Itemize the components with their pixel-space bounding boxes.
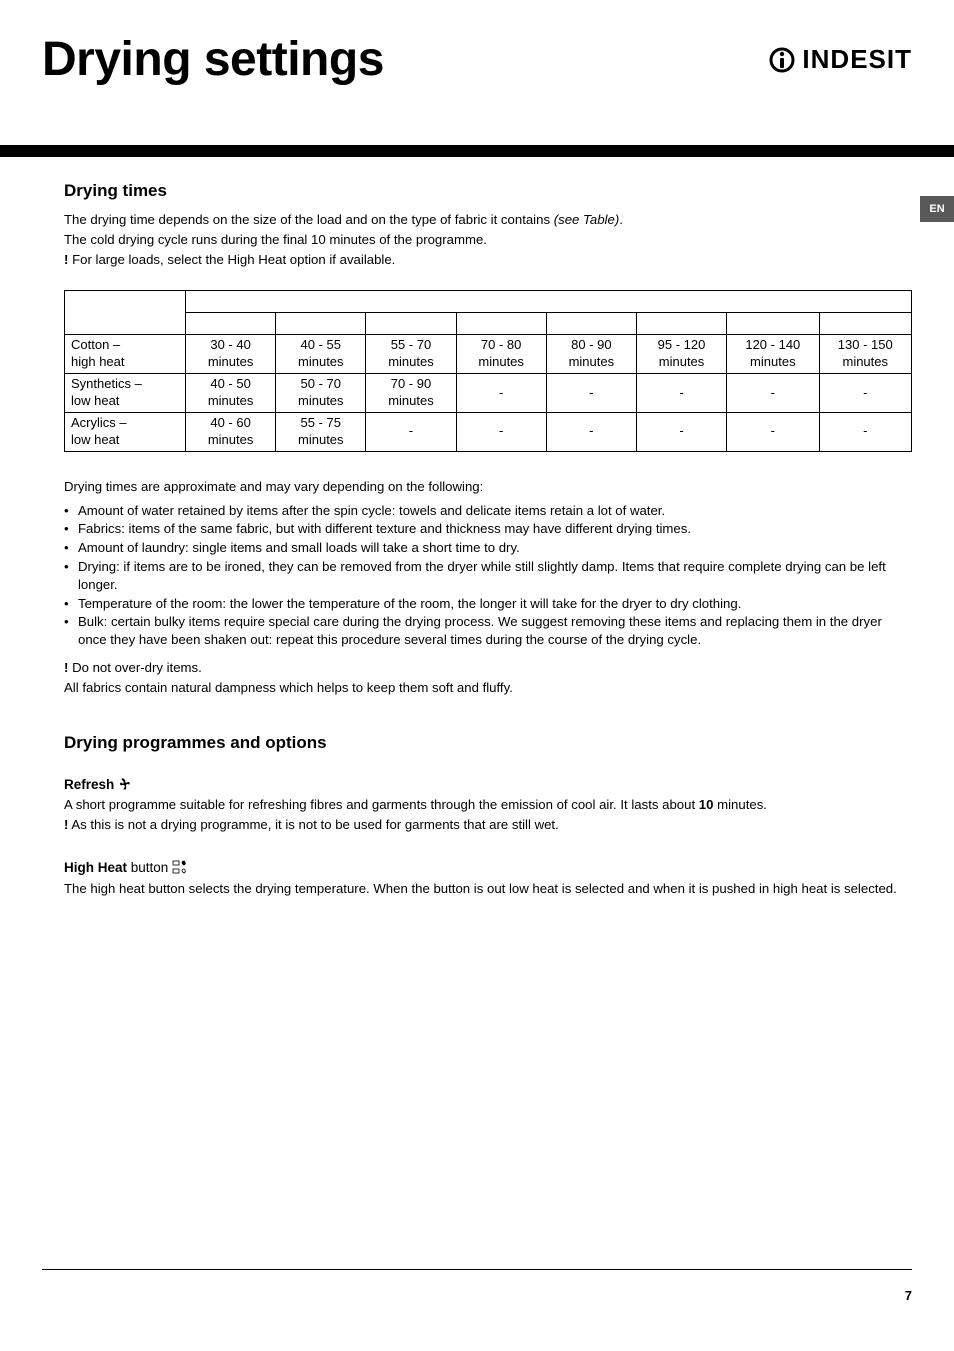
drying-times-heading: Drying times bbox=[64, 181, 912, 201]
after-table-intro: Drying times are approximate and may var… bbox=[64, 478, 912, 496]
brand-name: INDESIT bbox=[802, 44, 912, 75]
list-item: Drying: if items are to be ironed, they … bbox=[64, 558, 912, 594]
factors-list: Amount of water retained by items after … bbox=[64, 502, 912, 650]
list-item: Temperature of the room: the lower the t… bbox=[64, 595, 912, 613]
highheat-text: The high heat button selects the drying … bbox=[64, 880, 912, 898]
high-heat-icon bbox=[172, 859, 190, 878]
list-item: Amount of laundry: single items and smal… bbox=[64, 539, 912, 557]
refresh-fan-icon bbox=[118, 777, 132, 794]
intro-text-1: The drying time depends on the size of t… bbox=[64, 211, 912, 229]
list-item: Bulk: certain bulky items require specia… bbox=[64, 613, 912, 649]
intro-text-2: The cold drying cycle runs during the fi… bbox=[64, 231, 912, 249]
page-number: 7 bbox=[42, 1288, 912, 1303]
highheat-subhead: High Heat button bbox=[64, 859, 190, 878]
table-row: Synthetics –low heat 40 - 50minutes 50 -… bbox=[65, 374, 912, 413]
refresh-text: A short programme suitable for refreshin… bbox=[64, 796, 912, 814]
closing-text: All fabrics contain natural dampness whi… bbox=[64, 679, 912, 697]
overdry-warn: ! Do not over-dry items. bbox=[64, 659, 912, 677]
table-row: Acrylics –low heat 40 - 60minutes 55 - 7… bbox=[65, 413, 912, 452]
brand-info-icon bbox=[768, 45, 798, 75]
footer-divider bbox=[42, 1269, 912, 1270]
header-divider bbox=[0, 145, 954, 157]
drying-times-table: Cotton –high heat 30 - 40minutes 40 - 55… bbox=[64, 290, 912, 451]
refresh-subhead: Refresh bbox=[64, 777, 132, 794]
list-item: Amount of water retained by items after … bbox=[64, 502, 912, 520]
refresh-warn: ! As this is not a drying programme, it … bbox=[64, 816, 912, 834]
page-title: Drying settings bbox=[42, 32, 384, 87]
programmes-heading: Drying programmes and options bbox=[64, 733, 912, 753]
table-row: Cotton –high heat 30 - 40minutes 40 - 55… bbox=[65, 335, 912, 374]
brand-logo: INDESIT bbox=[768, 44, 912, 75]
list-item: Fabrics: items of the same fabric, but w… bbox=[64, 520, 912, 538]
language-tab: EN bbox=[920, 196, 954, 222]
intro-warn: ! For large loads, select the High Heat … bbox=[64, 251, 912, 269]
